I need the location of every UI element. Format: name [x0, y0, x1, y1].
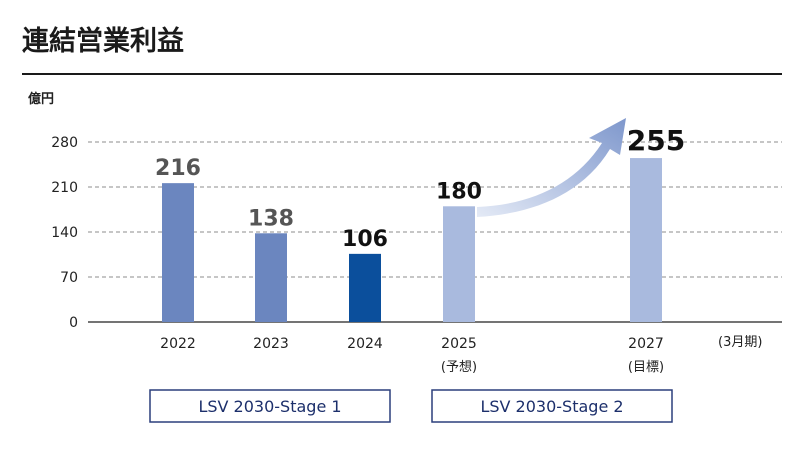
bar-2025 [443, 206, 475, 322]
chart-title: 連結営業利益 [22, 25, 184, 57]
y-tick-label: 0 [69, 315, 78, 331]
data-label-2023: 138 [248, 206, 294, 231]
bar-2024 [349, 253, 381, 322]
bar-2022 [162, 183, 194, 322]
x-axis-unit: (3月期) [718, 335, 762, 350]
x-tick-label: 2025 [441, 336, 477, 352]
stage-box-2 [431, 389, 673, 423]
stage-layer: LSV 2030-Stage 1 LSV 2030-Stage 2 [149, 389, 673, 423]
x-tick-note: (目標) [628, 360, 664, 375]
bar-layer [162, 158, 662, 322]
label-layer: 216 2022 138 2023 106 2024 180 2025 (予想) 255 2027 (… [155, 124, 685, 375]
growth-arrow-shape [477, 118, 626, 217]
x-tick-label: 2022 [160, 336, 196, 352]
x-tick-label: 2027 [628, 336, 664, 352]
y-tick-label: 140 [51, 225, 78, 241]
x-tick-label: 2024 [347, 336, 383, 352]
x-tick-label: 2023 [253, 336, 289, 352]
bar-2027 [630, 158, 662, 322]
data-label-2027: 255 [627, 124, 685, 157]
stage-label-1: LSV 2030-Stage 1 [198, 397, 341, 416]
y-tick-label: 70 [60, 270, 78, 286]
data-label-2025: 180 [436, 179, 482, 204]
grid-layer: 0 70 140 210 280 [51, 135, 782, 331]
data-label-2024: 106 [342, 227, 388, 252]
stage-label-2: LSV 2030-Stage 2 [480, 397, 623, 416]
x-tick-note: (予想) [441, 359, 477, 375]
data-label-2022: 216 [155, 156, 201, 181]
y-axis-unit: 億円 [28, 91, 54, 107]
bar-2023 [255, 233, 287, 322]
y-tick-label: 280 [51, 135, 78, 151]
stage-box-1 [149, 389, 391, 423]
y-tick-label: 210 [51, 180, 78, 196]
growth-arrow [477, 118, 626, 217]
